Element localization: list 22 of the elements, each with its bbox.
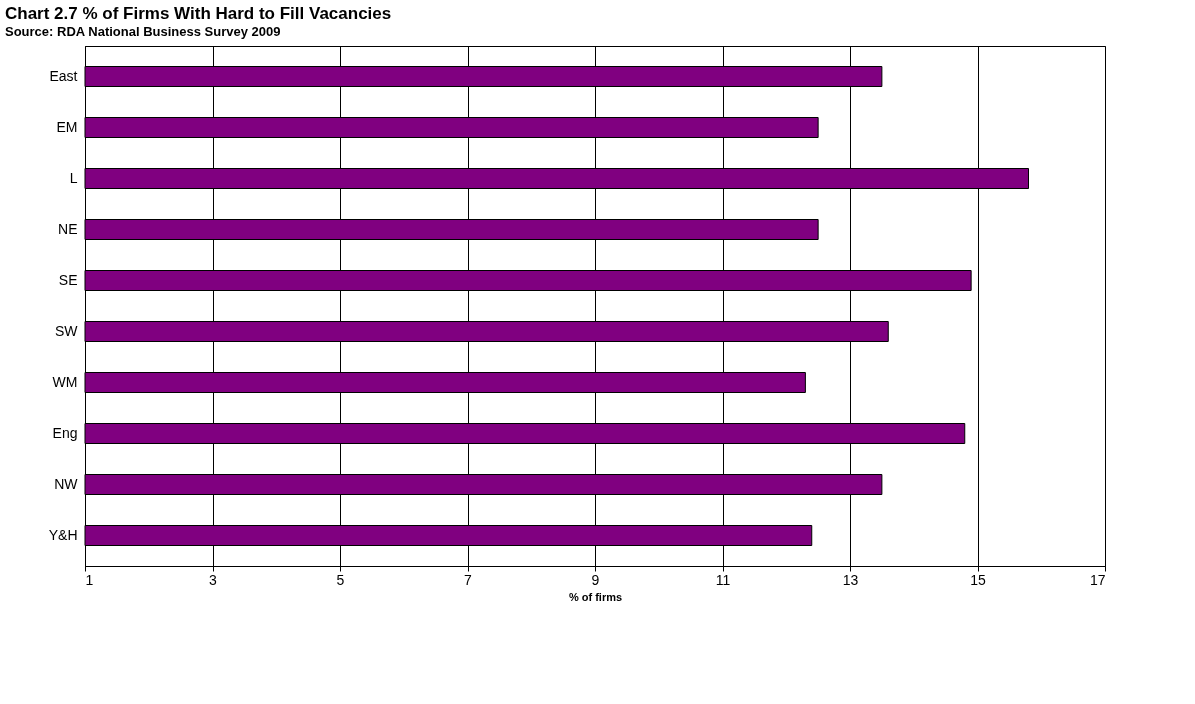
y-tick-label: Y&H	[48, 527, 78, 543]
y-tick-label: NE	[58, 221, 78, 237]
y-tick-label: EM	[56, 119, 78, 135]
x-tick-label: 1	[85, 571, 94, 588]
x-axis-title: % of firms	[568, 590, 623, 603]
x-tick-label: 5	[336, 571, 345, 588]
y-tick-label: SE	[58, 272, 78, 288]
y-tick-label: WM	[52, 374, 78, 390]
x-tick-label: 11	[715, 571, 731, 588]
y-tick-label: Eng	[52, 425, 78, 441]
y-tick-label: L	[69, 170, 78, 186]
y-tick-label: East	[49, 68, 78, 84]
x-tick-label: 9	[591, 571, 600, 588]
chart-subtitle: Source: RDA National Business Survey 2009	[5, 24, 281, 39]
y-tick-label: NW	[54, 476, 79, 492]
y-tick-label: SW	[54, 323, 79, 339]
x-tick-label: 13	[842, 571, 859, 588]
x-tick-label: 7	[464, 571, 473, 588]
x-tick-label: 3	[209, 571, 218, 588]
x-tick-label: 15	[970, 571, 986, 588]
chart-title: Chart 2.7 % of Firms With Hard to Fill Vacancies	[5, 4, 392, 23]
x-tick-label: 17	[1089, 571, 1106, 588]
